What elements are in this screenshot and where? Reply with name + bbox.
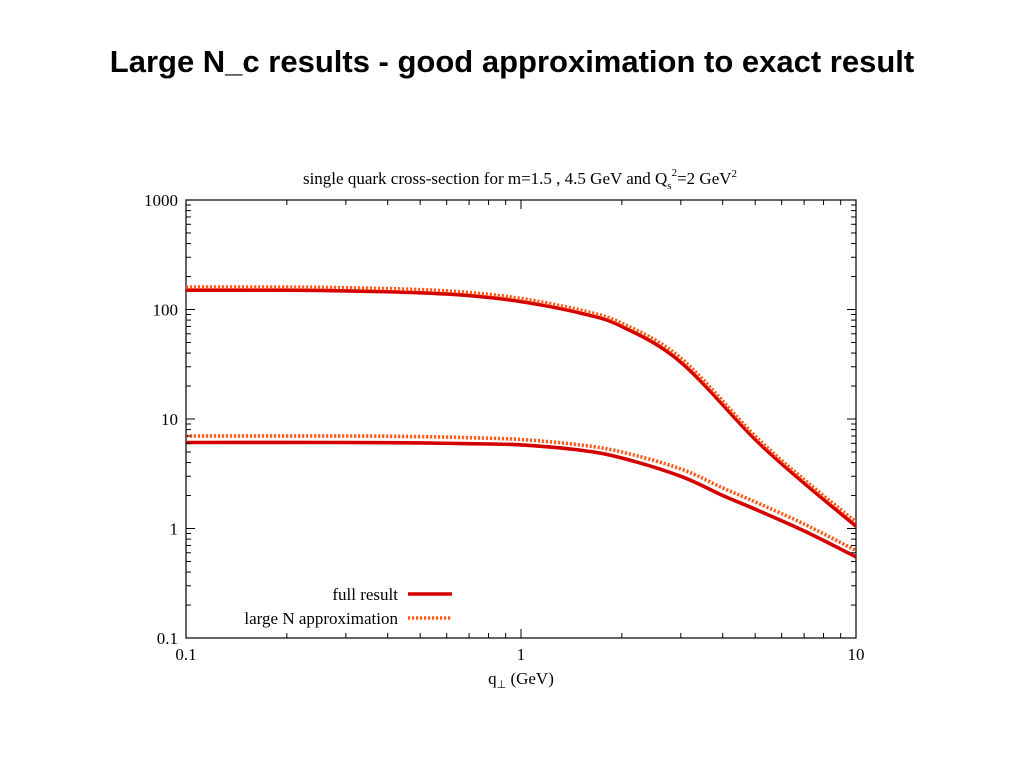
- y-tick-label: 10: [161, 410, 178, 429]
- slide-title: Large N_c results - good approximation t…: [109, 44, 915, 79]
- legend: full result large N approximation: [244, 585, 452, 628]
- x-axis-label: q⊥ (GeV): [488, 669, 554, 691]
- y-tick-label: 1: [170, 520, 179, 539]
- x-tick-label: 10: [848, 645, 865, 664]
- axis-ticks: 0.1 1 10 0.1 1 10 100 1000: [144, 191, 865, 664]
- large-n-approx-line-m4-5: [185, 434, 857, 553]
- chart-title: single quark cross-section for m=1.5 , 4…: [303, 167, 737, 192]
- full-result-line-m4-5: [185, 440, 857, 559]
- full-result-line-m1-5: [185, 288, 858, 528]
- legend-label-full: full result: [332, 585, 398, 604]
- legend-label-approx: large N approximation: [244, 609, 398, 628]
- x-tick-label: 0.1: [175, 645, 196, 664]
- plot-frame: [185, 199, 857, 639]
- curves: [185, 285, 858, 559]
- plot-area: [185, 199, 857, 639]
- large-n-approx-line-m1-5: [185, 285, 858, 524]
- y-tick-label: 0.1: [157, 629, 178, 648]
- y-tick-label: 100: [153, 301, 179, 320]
- y-tick-label: 1000: [144, 191, 178, 210]
- x-tick-label: 1: [517, 645, 526, 664]
